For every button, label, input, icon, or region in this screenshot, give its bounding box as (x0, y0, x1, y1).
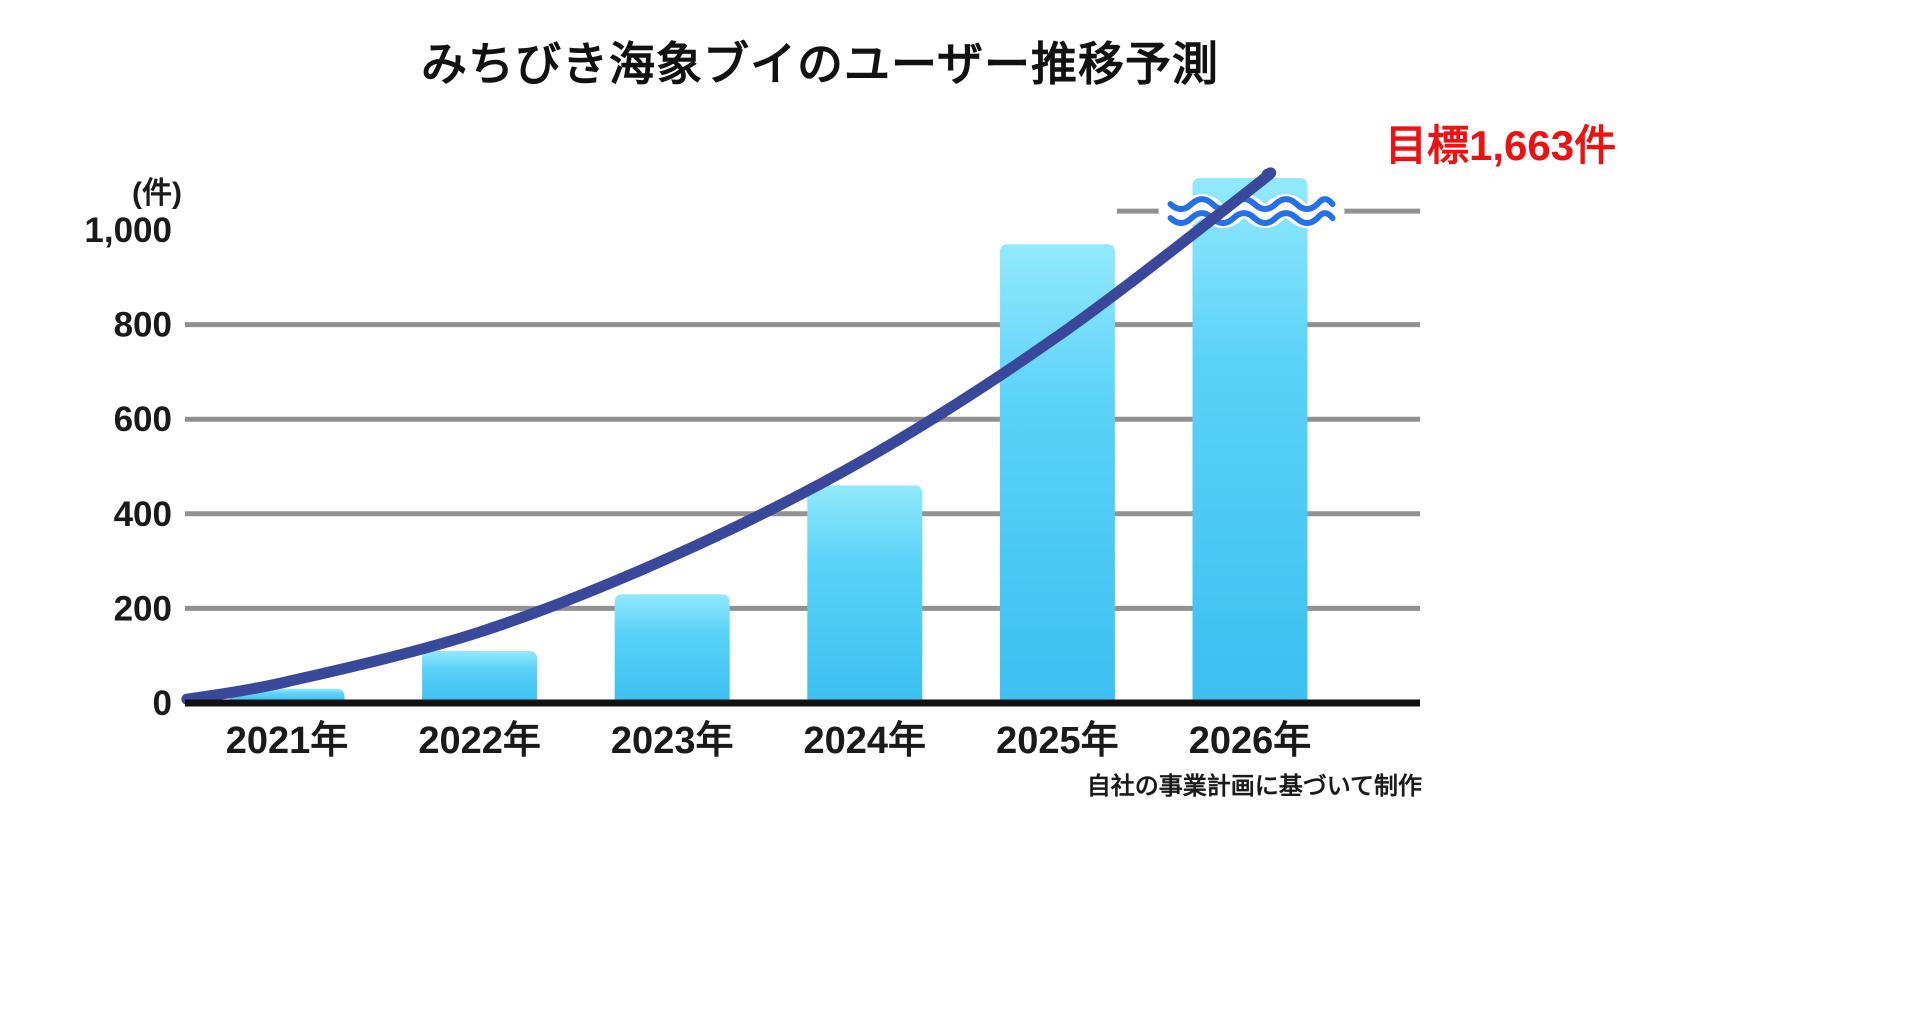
y-axis-unit-label: (件) (132, 177, 182, 210)
axis-break-mask (1158, 194, 1345, 228)
bar-2023年 (614, 594, 730, 703)
chart-title: みちびき海象ブイのユーザー推移予測 (420, 38, 1220, 90)
bar-2026年 (1192, 177, 1308, 704)
axis-break-wave-bottom-icon (1167, 210, 1336, 227)
axis-break-wave-top-icon (1167, 196, 1336, 213)
target-annotation: 目標1,663件 (1385, 122, 1617, 169)
source-note: 自社の事業計画に基づいて制作 (1086, 773, 1422, 800)
y-tick-label-400: 400 (114, 495, 172, 534)
y-tick-label-800: 800 (114, 306, 172, 345)
x-label-2022年: 2022年 (418, 720, 541, 762)
y-tick-label-200: 200 (114, 589, 172, 628)
trend-curve (181, 167, 1277, 705)
x-label-2021年: 2021年 (226, 720, 349, 762)
y-tick-label-1000: 1,000 (84, 211, 172, 250)
y-tick-label-0: 0 (153, 684, 172, 723)
x-label-2023年: 2023年 (611, 720, 734, 762)
bar-2024年 (807, 485, 923, 703)
y-tick-label-600: 600 (114, 400, 172, 439)
bar-2022年 (422, 650, 538, 703)
x-label-2026年: 2026年 (1189, 720, 1312, 762)
x-label-2025年: 2025年 (996, 720, 1119, 762)
x-label-2024年: 2024年 (804, 720, 927, 762)
